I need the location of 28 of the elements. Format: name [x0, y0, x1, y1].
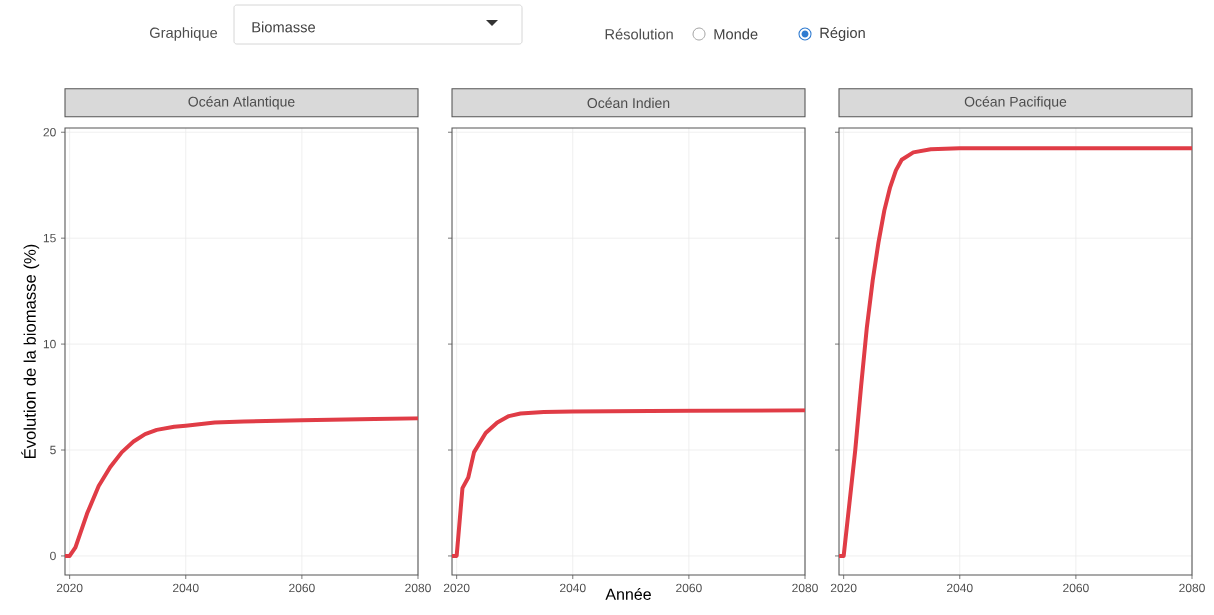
chart-title: Océan Indien — [587, 97, 670, 109]
text: Graphique — [149, 27, 218, 41]
text: Monde — [714, 28, 758, 40]
x-tick-label: 2020 — [830, 583, 857, 593]
x-tick-label: 2040 — [947, 583, 973, 593]
text: Biomasse — [252, 21, 316, 33]
y-tick-label: 5 — [50, 445, 56, 455]
x-tick-label: 2060 — [676, 583, 702, 593]
y-tick-label: 15 — [43, 233, 56, 243]
line-series — [65, 416, 418, 558]
x-tick-label: 2040 — [560, 583, 586, 593]
x-tick-label: 2080 — [1179, 583, 1205, 593]
x-tick-label: 2060 — [1063, 583, 1089, 593]
x-tick-label: 2020 — [56, 583, 83, 593]
chart-title: Océan Atlantique — [188, 96, 295, 110]
x-axis-title: Année — [605, 588, 651, 600]
text: Région — [820, 27, 865, 41]
x-tick-label: 2060 — [289, 583, 315, 593]
text: Résolution — [605, 28, 673, 40]
y-tick-label: 20 — [43, 127, 56, 137]
chart-title: Océan Pacifique — [964, 96, 1067, 110]
y-tick-label: 0 — [50, 551, 56, 561]
y-tick-label: 10 — [43, 339, 56, 349]
y-axis-title: Évolution de la biomasse (%) — [21, 244, 40, 459]
x-tick-label: 2080 — [792, 583, 818, 593]
x-tick-label: 2080 — [405, 583, 431, 593]
x-tick-label: 2020 — [443, 583, 470, 593]
x-tick-label: 2040 — [173, 583, 199, 593]
